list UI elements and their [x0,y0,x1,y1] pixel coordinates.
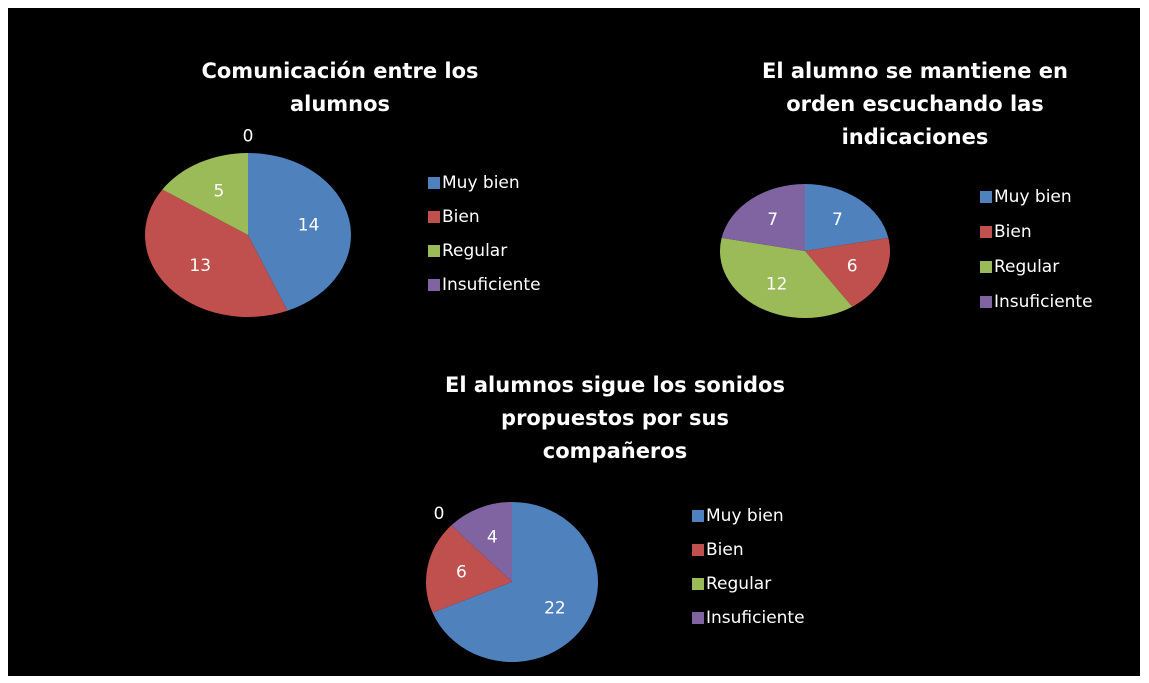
legend-label: Regular [706,574,771,594]
legend-label: Bien [706,540,744,560]
pie-slice [805,184,889,251]
chart-title: El alumno se mantiene en [762,59,1068,83]
legend-swatch [980,191,992,203]
chart-title: indicaciones [842,125,989,149]
chart-title: alumnos [290,92,390,116]
pie-slice [145,189,288,317]
legend-swatch [428,245,440,257]
data-label: 6 [456,563,467,583]
data-label: 22 [544,599,566,619]
legend-swatch [692,510,704,522]
data-label: 6 [847,256,858,276]
pie-slice [720,237,853,318]
legend-swatch [692,612,704,624]
legend-label: Bien [994,222,1032,242]
legend-label: Insuficiente [442,275,541,295]
legend-swatch [428,279,440,291]
data-label: 0 [243,127,254,147]
legend-swatch [692,544,704,556]
legend-label: Muy bien [994,187,1072,207]
legend-swatch [692,578,704,590]
pie-slice [432,502,598,662]
legend-label: Regular [442,241,507,261]
data-label: 7 [767,210,778,230]
data-label: 5 [213,182,224,202]
pie-slice [425,525,512,613]
chart-title: Comunicación entre los [201,59,478,83]
legend-swatch [428,211,440,223]
chart-title: compañeros [543,439,687,463]
legend-swatch [980,226,992,238]
legend-label: Muy bien [442,173,520,193]
legend-swatch [980,261,992,273]
legend-label: Insuficiente [706,608,805,628]
chart-title: El alumnos sigue los sonidos [445,373,785,397]
data-label: 14 [298,215,320,235]
pie-slice [162,153,248,235]
data-label: 13 [189,256,211,276]
pie-slice [805,237,890,307]
data-label: 0 [434,504,445,524]
legend-label: Insuficiente [994,292,1093,312]
pie-slice [721,184,805,251]
legend-swatch [980,296,992,308]
chart-title: orden escuchando las [786,92,1044,116]
pie-slice [248,153,351,311]
data-label: 7 [832,210,843,230]
pie-slice [451,502,512,582]
legend-label: Muy bien [706,506,784,526]
legend-label: Regular [994,257,1059,277]
chart-title: propuestos por sus [501,406,729,430]
legend-swatch [428,177,440,189]
data-label: 12 [766,274,788,294]
data-label: 4 [487,528,498,548]
legend-label: Bien [442,207,480,227]
